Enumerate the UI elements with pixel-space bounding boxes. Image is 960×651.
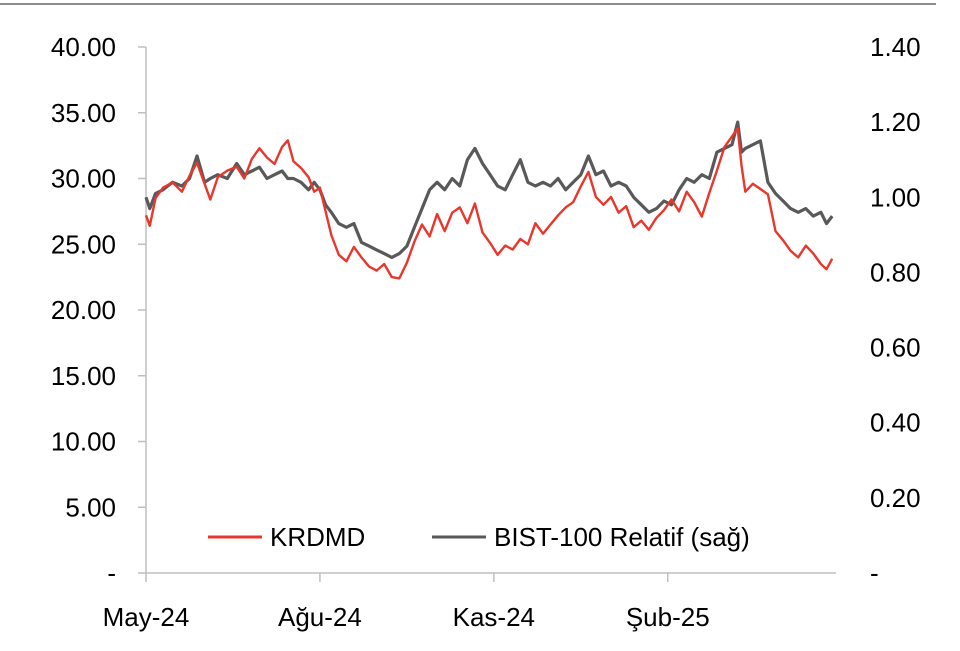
y-right-tick-label: - [870,558,879,588]
legend-label-krdmd: KRDMD [270,522,365,552]
plot-area [145,47,836,574]
x-tick-label: Ağu-24 [278,602,362,632]
y-axis-right-ticks: - 0.20 0.40 0.60 0.80 1.00 1.20 1.40 [870,32,921,588]
y-right-tick-label: 0.60 [870,333,921,363]
y-right-tick-label: 1.20 [870,107,921,137]
y-left-tick-label: 20.00 [51,295,116,325]
x-tick-label: Kas-24 [453,602,535,632]
y-right-tick-label: 0.80 [870,257,921,287]
y-right-tick-label: 1.40 [870,32,921,62]
x-tick-label: May-24 [103,602,190,632]
x-tick-label: Şub-25 [626,602,710,632]
series-line-bist100-relative [144,120,834,259]
y-right-tick-label: 0.40 [870,408,921,438]
y-right-tick-label: 1.00 [870,182,921,212]
y-left-tick-label: 30.00 [51,164,116,194]
y-left-tick-label: 40.00 [51,32,116,62]
series-line-krdmd [144,127,834,280]
series-layer [144,120,834,280]
x-axis-ticks: May-24 Ağu-24 Kas-24 Şub-25 [103,573,710,632]
y-left-tick-label: 5.00 [65,492,116,522]
legend-label-bist100: BIST-100 Relatif (sağ) [494,522,750,552]
y-left-tick-label: 15.00 [51,361,116,391]
y-left-tick-label: - [107,558,116,588]
y-left-tick-label: 25.00 [51,229,116,259]
y-left-tick-label: 10.00 [51,427,116,457]
y-left-tick-label: 35.00 [51,98,116,128]
legend: KRDMD BIST-100 Relatif (sağ) [208,522,750,552]
y-right-tick-label: 0.20 [870,483,921,513]
y-axis-left-ticks: - 5.00 10.00 15.00 20.00 25.00 30.00 35.00 40.00 [51,32,146,588]
